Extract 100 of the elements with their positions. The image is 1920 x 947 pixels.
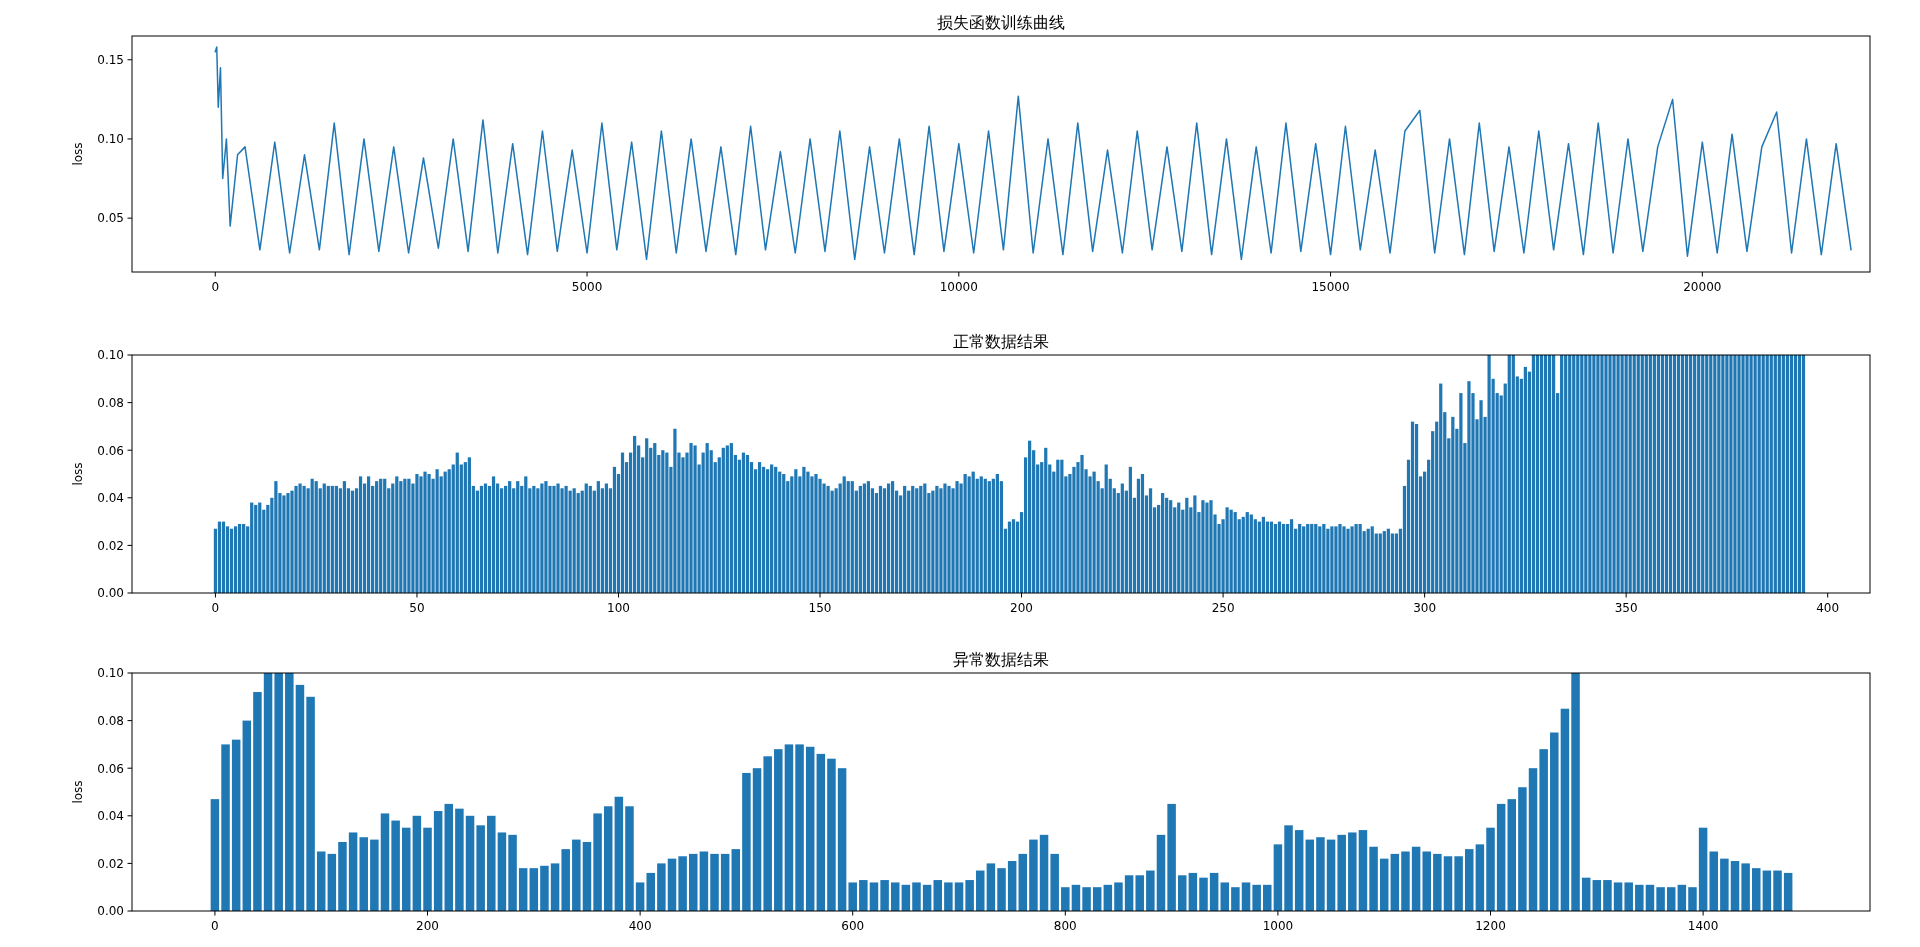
bar xyxy=(635,882,645,911)
bar xyxy=(1613,882,1623,911)
bar xyxy=(1539,749,1548,911)
bar xyxy=(907,490,911,593)
bar xyxy=(1672,355,1677,593)
bar xyxy=(720,853,730,911)
bar xyxy=(540,865,549,911)
bar xyxy=(745,454,750,593)
bar xyxy=(263,673,273,911)
bar xyxy=(294,485,298,593)
bar xyxy=(298,483,302,593)
bar xyxy=(475,490,480,593)
bar xyxy=(1316,837,1325,911)
bar xyxy=(816,753,826,911)
bar xyxy=(965,880,974,911)
x-tick-label: 350 xyxy=(1614,601,1638,615)
bar xyxy=(1072,466,1076,593)
bar xyxy=(350,490,355,593)
bar xyxy=(729,443,733,593)
bar xyxy=(419,476,423,593)
bar xyxy=(476,825,485,911)
bar xyxy=(1571,673,1580,911)
bar xyxy=(757,462,762,593)
bar xyxy=(1124,875,1134,911)
bar xyxy=(859,880,868,911)
bar xyxy=(1777,355,1781,593)
bar xyxy=(922,884,932,911)
bar xyxy=(931,490,935,593)
bar xyxy=(582,841,592,911)
bar xyxy=(741,452,746,593)
bar xyxy=(1411,846,1421,911)
bar xyxy=(1765,355,1769,593)
bar xyxy=(810,476,814,593)
bar xyxy=(348,832,358,911)
bar xyxy=(1354,523,1358,593)
bar xyxy=(742,772,751,911)
bar xyxy=(1680,355,1685,593)
bar xyxy=(1209,500,1213,593)
bar xyxy=(258,502,262,593)
bar xyxy=(1640,355,1644,593)
bar xyxy=(1789,355,1794,593)
bar xyxy=(603,806,613,911)
bar xyxy=(455,808,464,911)
bar xyxy=(1652,355,1656,593)
bar xyxy=(1705,355,1709,593)
y-tick-label: 0.06 xyxy=(97,761,124,776)
bar xyxy=(912,882,921,911)
x-tick-label: 1000 xyxy=(1262,919,1294,933)
bar xyxy=(1688,887,1697,911)
bar xyxy=(1660,355,1665,593)
bar xyxy=(415,474,419,593)
bar xyxy=(1518,787,1527,911)
bar xyxy=(1560,355,1564,593)
bar xyxy=(1140,474,1145,593)
bar xyxy=(444,803,454,911)
bar xyxy=(1741,355,1745,593)
bar xyxy=(1677,884,1687,911)
bar xyxy=(274,673,283,911)
bar xyxy=(314,481,318,593)
bar xyxy=(1721,355,1725,593)
x-tick-label: 300 xyxy=(1413,601,1437,615)
bar xyxy=(306,696,315,911)
bar xyxy=(383,478,387,593)
bar xyxy=(1326,839,1336,911)
bar xyxy=(1523,366,1527,593)
bar xyxy=(1749,355,1753,593)
bar xyxy=(1644,355,1648,593)
bar xyxy=(1539,355,1544,593)
bar xyxy=(1369,846,1378,911)
x-tick-label: 0 xyxy=(211,280,220,294)
bar xyxy=(1701,355,1705,593)
bar xyxy=(508,481,512,593)
bar xyxy=(837,768,847,911)
bar xyxy=(1220,882,1230,911)
bar xyxy=(1302,526,1306,593)
bar xyxy=(1277,521,1282,593)
bar xyxy=(752,768,762,911)
bar xyxy=(1120,483,1124,593)
bar xyxy=(1616,355,1620,593)
bar xyxy=(943,483,947,593)
bar xyxy=(379,478,383,593)
bar xyxy=(560,488,564,593)
bar xyxy=(693,445,697,593)
bar xyxy=(1596,355,1600,593)
bar xyxy=(1487,355,1491,593)
bar xyxy=(1060,459,1064,593)
bar xyxy=(1382,531,1386,593)
bar xyxy=(316,851,326,911)
bar xyxy=(552,485,556,593)
bar xyxy=(661,450,665,593)
bar xyxy=(370,839,379,911)
bar xyxy=(1709,851,1718,911)
bar xyxy=(407,478,411,593)
bar xyxy=(1785,355,1789,593)
y-tick-label: 0.04 xyxy=(97,809,124,824)
bar xyxy=(657,863,666,911)
bar xyxy=(229,528,234,593)
bar xyxy=(633,435,637,593)
bar xyxy=(285,673,294,911)
bar xyxy=(987,481,991,593)
